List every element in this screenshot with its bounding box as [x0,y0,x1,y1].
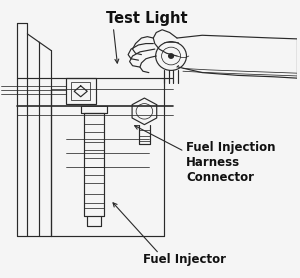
Text: Fuel Injection
Harness
Connector: Fuel Injection Harness Connector [186,141,275,184]
Bar [66,78,95,105]
Circle shape [169,54,173,58]
Text: Test Light: Test Light [106,11,188,26]
Text: Fuel Injector: Fuel Injector [143,253,226,266]
Bar [71,82,90,100]
